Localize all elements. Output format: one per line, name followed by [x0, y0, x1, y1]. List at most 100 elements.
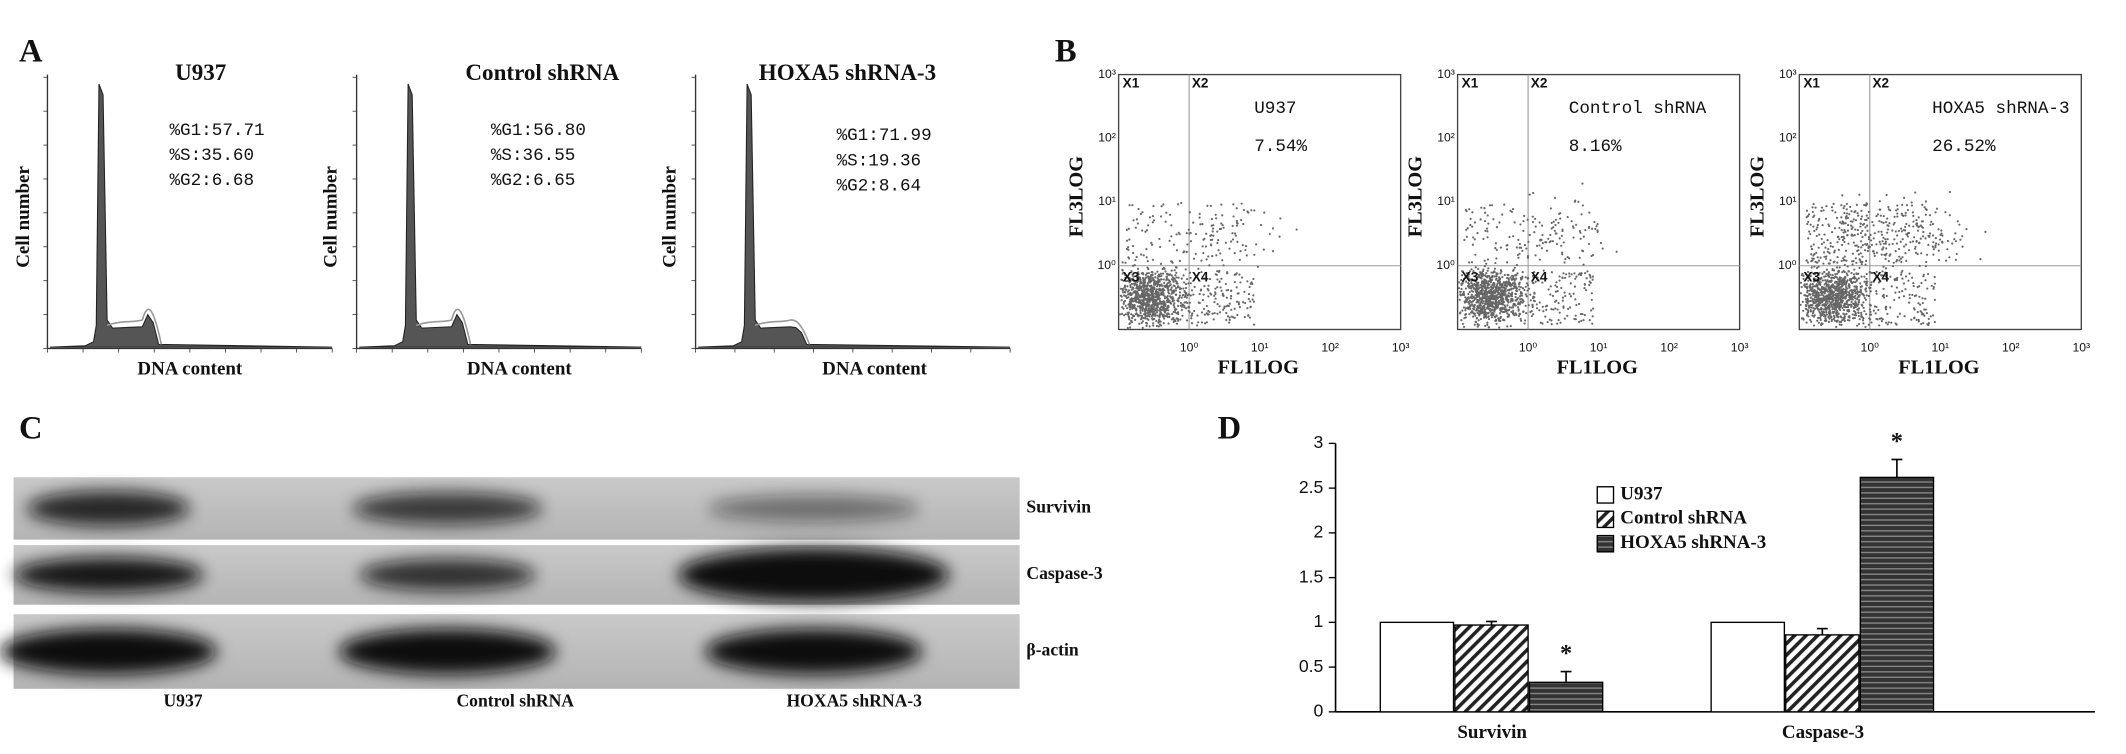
- scatter-point: [1146, 302, 1149, 305]
- scatter-point: [1527, 240, 1530, 243]
- scatter-point: [1903, 196, 1906, 199]
- scatter-point: [1934, 244, 1937, 247]
- scatter-point: [1469, 296, 1472, 299]
- scatter-point: [1121, 272, 1124, 275]
- scatter-point: [1484, 299, 1487, 302]
- scatter-point: [1805, 283, 1808, 286]
- scatter-point: [1202, 277, 1205, 280]
- scatter-point: [1896, 208, 1899, 211]
- blot-band: [705, 628, 923, 675]
- scatter-point: [1510, 283, 1514, 286]
- scatter-point: [1577, 302, 1581, 306]
- scatter-point: [1495, 277, 1498, 280]
- x-axis-label: DNA content: [137, 359, 243, 380]
- scatter-point: [1815, 234, 1818, 238]
- scatter-point: [1923, 308, 1926, 311]
- scatter-point: [1487, 222, 1490, 225]
- scatter-point: [1824, 300, 1828, 303]
- scatter-point: [1505, 284, 1509, 287]
- scatter-point: [1159, 302, 1162, 305]
- scatter-point: [1849, 277, 1852, 280]
- scatter-point: [1476, 299, 1479, 302]
- scatter-point: [1521, 271, 1524, 274]
- scatter-point: [1243, 290, 1246, 293]
- scatter-point: [1557, 319, 1560, 322]
- scatter-point: [1582, 319, 1585, 322]
- scatter-point: [1840, 295, 1843, 298]
- scatter-point: [1144, 277, 1147, 280]
- scatter-point: [1499, 246, 1502, 249]
- scatter-point: [1127, 315, 1130, 318]
- scatter-point: [1462, 306, 1466, 309]
- scatter-point: [1519, 298, 1522, 301]
- scatter-point: [1904, 214, 1907, 217]
- scatter-point: [1837, 306, 1840, 310]
- scatter-point: [1252, 294, 1255, 297]
- scatter-point: [1846, 279, 1849, 282]
- scatter-point: [1889, 306, 1892, 309]
- scatter-point: [1927, 243, 1930, 246]
- scatter-point: [1812, 291, 1815, 294]
- scatter-point: [1158, 237, 1161, 240]
- scatter-point: [1476, 289, 1479, 292]
- scatter-point: [1228, 247, 1231, 250]
- scatter-point: [1588, 274, 1592, 277]
- scatter-point: [1841, 271, 1844, 274]
- scatter-point: [1171, 312, 1174, 316]
- scatter-point: [1459, 290, 1462, 294]
- scatter-point: [1470, 311, 1473, 314]
- scatter-point: [1810, 248, 1814, 251]
- scatter-point: [1531, 303, 1534, 306]
- scatter-point: [1483, 286, 1486, 289]
- scatter-point: [1506, 312, 1509, 315]
- scatter-point: [1145, 285, 1149, 288]
- scatter-point: [1849, 224, 1853, 227]
- scatter-point: [1837, 284, 1840, 287]
- scatter-point: [1133, 279, 1136, 283]
- legend-label: HOXA5 shRNA-3: [1620, 532, 1766, 553]
- scatter-point: [1563, 317, 1566, 320]
- scatter-point: [1948, 256, 1951, 259]
- scatter-point: [1225, 296, 1228, 299]
- scatter-point: [1249, 306, 1252, 309]
- scatter-point: [1865, 294, 1868, 297]
- scatter-point: [1135, 312, 1138, 315]
- scatter-point: [1146, 275, 1150, 278]
- scatter-point: [1817, 308, 1820, 311]
- scatter-point: [1161, 308, 1164, 311]
- scatter-point: [1127, 280, 1130, 283]
- scatter-point: [1568, 275, 1571, 278]
- scatter-point: [1948, 214, 1951, 217]
- scatter-point: [1881, 240, 1884, 243]
- scatter-point: [1896, 204, 1899, 207]
- scatter-point: [1155, 295, 1158, 299]
- scatter-point: [1874, 312, 1877, 315]
- scatter-point: [1468, 261, 1471, 264]
- scatter-point: [1471, 211, 1474, 214]
- scatter-point: [1475, 285, 1478, 288]
- scatter-point: [1828, 317, 1831, 320]
- scatter-point: [1464, 280, 1468, 283]
- cycle-stat: %G1:57.71: [169, 121, 264, 141]
- scatter-point: [1469, 223, 1472, 227]
- scatter-point: [1164, 270, 1167, 273]
- scatter-point: [1907, 279, 1910, 282]
- scatter-point: [1547, 288, 1550, 291]
- scatter-point: [1824, 317, 1827, 320]
- scatter-point: [1836, 302, 1839, 305]
- scatter-point: [1495, 322, 1498, 325]
- scatter-point: [1465, 235, 1468, 238]
- scatter-point: [1813, 285, 1817, 288]
- scatter-point: [1806, 222, 1809, 226]
- scatter-point: [1836, 236, 1839, 239]
- scatter-point: [1170, 260, 1173, 263]
- scatter-point: [1574, 277, 1577, 280]
- scatter-point: [1473, 238, 1476, 241]
- scatter-point: [1166, 286, 1169, 290]
- scatter-point: [1532, 313, 1535, 316]
- scatter-point: [1152, 219, 1156, 222]
- scatter-point: [1173, 306, 1176, 309]
- scatter-point: [1819, 281, 1822, 284]
- scatter-point: [1170, 224, 1173, 227]
- scatter-point: [1808, 293, 1811, 296]
